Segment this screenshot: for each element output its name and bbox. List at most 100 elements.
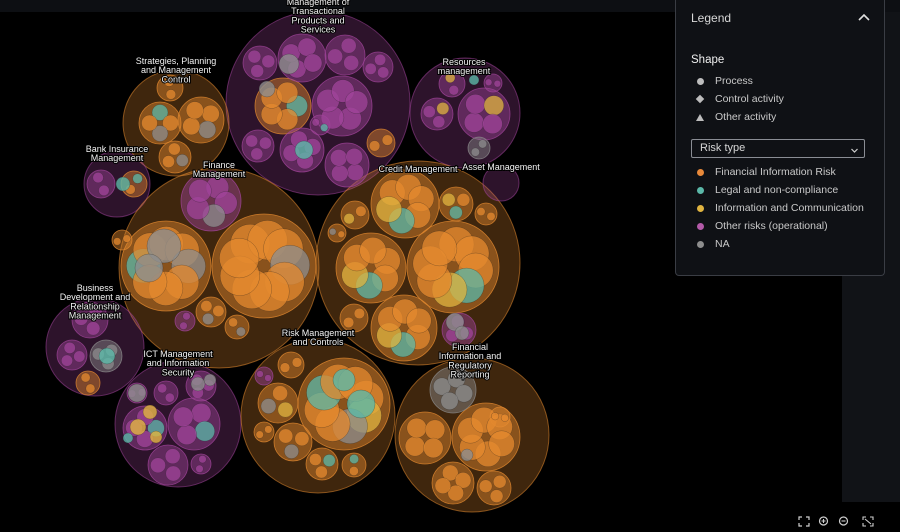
fullscreen-icon[interactable] <box>862 514 874 527</box>
zoom-in-icon[interactable] <box>818 514 830 526</box>
process-group[interactable] <box>483 73 503 93</box>
activity-node[interactable] <box>284 443 299 459</box>
cluster-7[interactable] <box>482 164 520 202</box>
zoom-out-icon[interactable] <box>838 514 850 526</box>
activity-node[interactable] <box>194 421 215 442</box>
color-by-select[interactable]: Risk type <box>691 139 865 158</box>
activity-node[interactable] <box>203 373 217 387</box>
process-group[interactable] <box>190 453 212 475</box>
activity-node[interactable] <box>150 457 166 474</box>
activity-node[interactable] <box>198 120 217 139</box>
activity-node[interactable] <box>309 453 322 466</box>
process-group[interactable] <box>309 114 331 136</box>
process-group[interactable] <box>120 170 148 198</box>
activity-node[interactable] <box>61 354 73 367</box>
activity-node[interactable] <box>369 140 381 152</box>
activity-node[interactable] <box>311 118 320 127</box>
activity-node[interactable] <box>212 305 225 317</box>
activity-node[interactable] <box>493 80 502 88</box>
activity-node[interactable] <box>85 383 96 394</box>
activity-node[interactable] <box>127 383 147 403</box>
activity-node[interactable] <box>454 325 470 341</box>
activity-node[interactable] <box>327 48 343 65</box>
process-group[interactable] <box>242 45 278 81</box>
activity-node[interactable] <box>353 307 365 320</box>
activity-node[interactable] <box>449 205 463 220</box>
process-group[interactable] <box>339 303 369 333</box>
process-group[interactable] <box>340 200 370 230</box>
activity-node[interactable] <box>142 404 158 420</box>
activity-node[interactable] <box>441 192 456 207</box>
process-group[interactable] <box>324 142 370 188</box>
activity-node[interactable] <box>343 213 355 225</box>
activity-node[interactable] <box>182 312 191 321</box>
activity-node[interactable] <box>291 357 303 368</box>
chevron-up-icon[interactable] <box>856 10 872 26</box>
activity-node[interactable] <box>250 64 264 78</box>
process-group[interactable] <box>431 461 475 505</box>
process-group[interactable] <box>341 452 367 478</box>
activity-node[interactable] <box>129 418 147 436</box>
activity-node[interactable] <box>447 484 464 502</box>
activity-node[interactable] <box>492 474 507 489</box>
activity-node[interactable] <box>247 49 262 64</box>
activity-node[interactable] <box>162 155 175 168</box>
activity-node[interactable] <box>73 350 86 363</box>
activity-node[interactable] <box>122 432 134 444</box>
activity-node[interactable] <box>146 228 182 264</box>
activity-node[interactable] <box>113 237 122 246</box>
activity-node[interactable] <box>421 230 458 267</box>
activity-node[interactable] <box>478 139 488 149</box>
activity-node[interactable] <box>250 147 264 161</box>
activity-node[interactable] <box>294 140 314 160</box>
activity-node[interactable] <box>297 37 317 57</box>
activity-node[interactable] <box>74 311 89 326</box>
activity-node[interactable] <box>482 113 503 135</box>
activity-node[interactable] <box>448 85 459 96</box>
activity-node[interactable] <box>346 163 364 181</box>
activity-node[interactable] <box>454 472 472 489</box>
activity-node[interactable] <box>488 430 515 457</box>
process-group[interactable] <box>451 402 521 472</box>
process-group[interactable] <box>138 101 182 145</box>
activity-node[interactable] <box>436 102 450 115</box>
process-group[interactable] <box>474 202 498 226</box>
activity-node[interactable] <box>63 341 76 354</box>
process-group[interactable] <box>156 74 184 102</box>
activity-node[interactable] <box>115 176 131 192</box>
process-group[interactable] <box>211 213 317 319</box>
activity-node[interactable] <box>343 316 355 329</box>
activity-node[interactable] <box>86 321 101 336</box>
activity-node[interactable] <box>200 300 213 313</box>
activity-node[interactable] <box>261 54 276 69</box>
activity-node[interactable] <box>486 211 496 221</box>
process-group[interactable] <box>224 314 250 340</box>
activity-node[interactable] <box>460 448 474 462</box>
process-group[interactable] <box>273 422 313 462</box>
activity-node[interactable] <box>190 376 206 392</box>
activity-node[interactable] <box>377 66 390 79</box>
activity-node[interactable] <box>164 448 181 465</box>
cluster-3[interactable] <box>409 57 521 169</box>
activity-node[interactable] <box>122 234 131 243</box>
process-group[interactable] <box>167 397 221 451</box>
activity-node[interactable] <box>434 477 452 494</box>
activity-node[interactable] <box>423 437 444 459</box>
process-group[interactable] <box>438 186 474 222</box>
activity-node[interactable] <box>340 37 357 54</box>
activity-node[interactable] <box>345 148 363 166</box>
process-group[interactable] <box>153 380 179 406</box>
cluster-8[interactable] <box>45 297 145 397</box>
activity-node[interactable] <box>188 179 212 203</box>
activity-node[interactable] <box>422 105 436 119</box>
activity-node[interactable] <box>264 374 272 382</box>
process-group[interactable] <box>277 351 305 379</box>
activity-node[interactable] <box>245 134 259 148</box>
activity-node[interactable] <box>219 238 260 279</box>
process-group[interactable] <box>324 34 366 76</box>
activity-node[interactable] <box>355 205 367 217</box>
process-group[interactable] <box>457 87 511 141</box>
process-group[interactable] <box>366 128 396 158</box>
activity-node[interactable] <box>195 464 204 473</box>
activity-node[interactable] <box>258 80 276 98</box>
